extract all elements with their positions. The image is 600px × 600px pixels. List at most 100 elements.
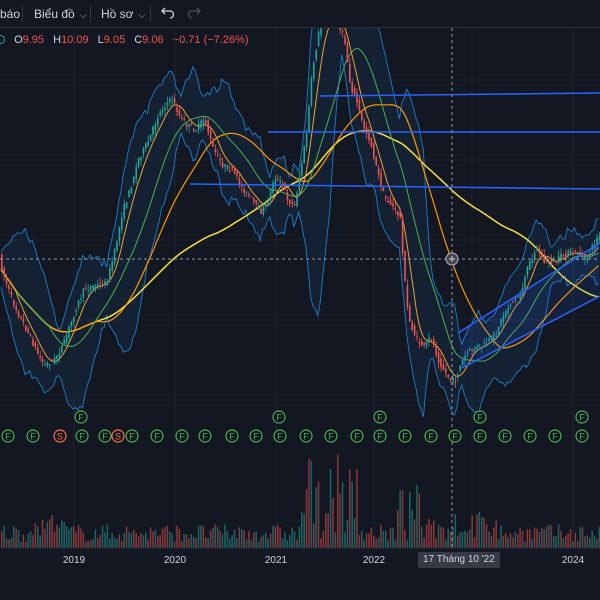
candle-body [291,201,293,204]
volume-bar [464,530,466,548]
volume-bar [58,527,61,548]
undo-icon[interactable] [161,5,175,21]
change-value: −0.71 (−7.26%) [172,34,249,46]
volume-bar [310,460,313,548]
candle-body [457,374,459,378]
candle-body [509,304,512,307]
marker-f-badge[interactable]: F [225,429,239,443]
volume-bar [332,497,334,548]
volume-bar [245,539,248,548]
marker-circle [448,429,462,443]
trend-lines[interactable] [189,92,600,369]
marker-f-badge[interactable]: F [324,429,338,443]
toolbar-menu-alerts[interactable]: báo [0,6,20,22]
volume-bar [387,540,389,548]
marker-f-badge[interactable]: F [175,429,189,443]
marker-f-badge[interactable]: F [473,410,487,424]
volume-bar [94,529,97,548]
candle-body [346,43,349,63]
redo-icon[interactable] [187,5,201,21]
marker-circle [350,429,364,443]
volume-bar [392,527,394,548]
marker-label: F [30,431,36,441]
volume-bar [416,485,418,548]
marker-f-badge[interactable]: F [125,429,139,443]
marker-f-badge[interactable]: F [575,410,589,424]
volume-bar [111,532,113,548]
candle-body [394,207,397,209]
marker-f-badge[interactable]: F [424,429,438,443]
candle-body [293,204,296,206]
volume-bar [541,527,543,548]
candle-body [147,141,149,147]
marker-f-badge[interactable]: F [548,429,562,443]
marker-s-badge[interactable]: S [53,429,67,443]
volume-bar [289,534,291,548]
marker-f-badge[interactable]: F [198,429,212,443]
marker-f-badge[interactable]: F [273,429,287,443]
volume-bar [339,493,341,548]
volume-bar [73,526,75,548]
volume-bar [142,535,145,548]
marker-s-badge[interactable]: S [111,429,125,443]
marker-f-badge[interactable]: F [249,429,263,443]
event-markers[interactable]: F F F F FF F S F F S F F F F F F F F F F F F F F F F F F F [1,410,589,443]
candle-body [10,291,13,295]
volume-bar [250,539,253,548]
marker-f-badge[interactable]: F [1,429,15,443]
marker-f-badge[interactable]: F [150,429,164,443]
volume-bar [428,518,430,548]
volume-bar [533,527,536,548]
volume-bar [361,530,363,548]
marker-f-badge[interactable]: F [448,429,462,443]
toolbar-menu-chart[interactable]: Biểu đồ ⌵ [34,6,87,22]
marker-f-badge[interactable]: F [398,429,412,443]
marker-f-badge[interactable]: F [98,429,112,443]
candle-body [423,342,425,346]
volume-bar [147,539,149,548]
candle-body [301,163,303,176]
candle-body [109,268,111,279]
volume-bar [286,540,289,548]
volume-bar [97,538,99,548]
marker-f-badge[interactable]: F [299,429,313,443]
candle-body [466,352,469,354]
marker-label: F [154,431,160,441]
marker-f-badge[interactable]: F [272,410,286,424]
candle-body [485,343,488,346]
chevron-down-icon: ⌵ [79,10,87,20]
volume-bar [272,525,274,548]
volume-bar [449,531,452,548]
volume-bar [164,527,166,548]
candle-body [121,217,123,230]
marker-f-badge[interactable]: F [373,410,387,424]
marker-f-badge[interactable]: F [350,429,364,443]
candle-body [260,208,262,214]
marker-f-badge[interactable]: F [498,429,512,443]
candle-body [416,336,418,338]
candle-body [94,285,97,289]
toolbar-menu-profile[interactable]: Hồ sơ ⌵ [101,6,145,22]
volume-bar [284,532,286,548]
marker-label: S [57,431,63,441]
trend-line [319,92,600,97]
marker-f-badge[interactable]: F [373,429,387,443]
volume-bar [157,536,159,548]
candle-body [154,124,157,131]
volume-bar [101,525,104,548]
price-chart[interactable]: F F F F FF F S F F S F F F F F F F F F F F F F F F F F F F 2019 2020… [0,28,600,600]
candle-body [75,310,77,313]
volume-bar [313,523,315,548]
volume-bar [63,522,65,548]
volume-bar [65,525,68,548]
marker-f-badge[interactable]: F [74,410,88,424]
marker-f-badge[interactable]: F [26,429,40,443]
close-label: C [134,34,143,46]
candle-body [476,345,478,349]
marker-f-badge[interactable]: F [523,429,537,443]
marker-f-badge[interactable]: F [473,429,487,443]
candle-body [238,178,241,186]
marker-f-badge[interactable]: F [575,429,589,443]
marker-f-badge[interactable]: F [75,429,89,443]
candle-body [8,285,10,290]
